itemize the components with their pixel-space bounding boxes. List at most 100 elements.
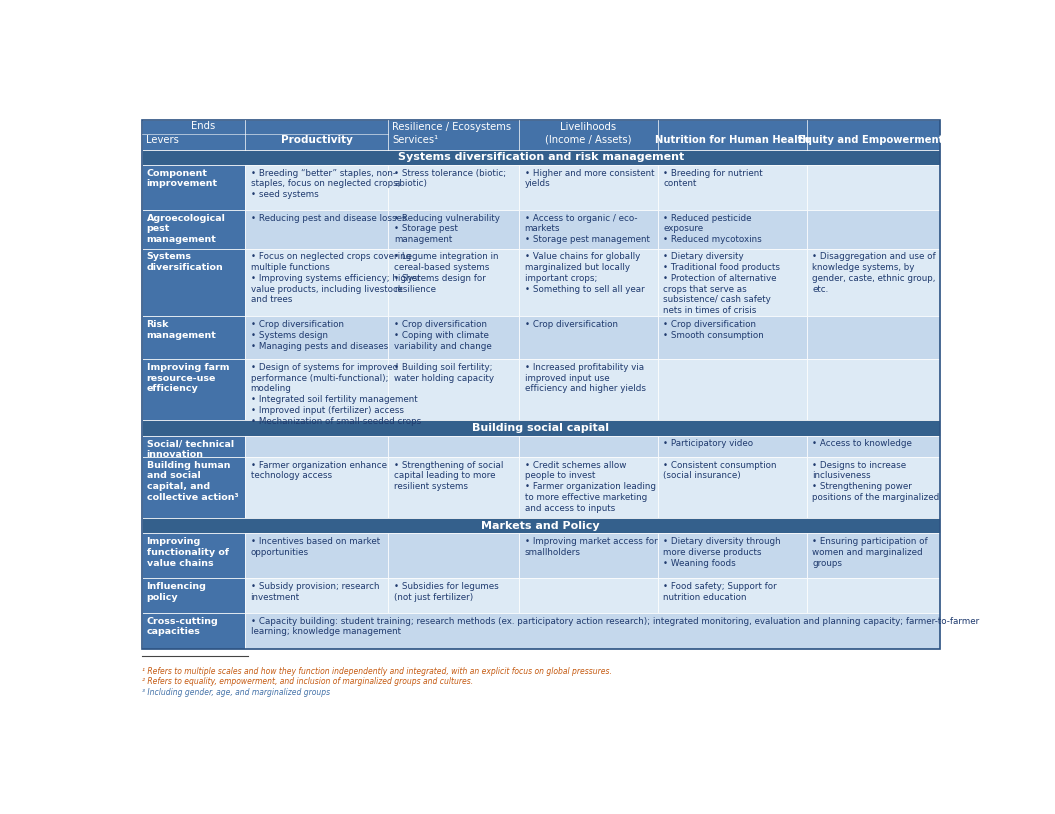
- Text: Agroecological
pest
management: Agroecological pest management: [147, 213, 226, 244]
- Bar: [657, 164, 807, 210]
- Text: • Crop diversification
• Smooth consumption: • Crop diversification • Smooth consumpt…: [664, 320, 764, 340]
- Text: • Improving market access for
smallholders: • Improving market access for smallholde…: [524, 537, 657, 557]
- Bar: [807, 579, 940, 613]
- Text: • Dietary diversity
• Traditional food products
• Protection of alternative
crop: • Dietary diversity • Traditional food p…: [664, 252, 781, 315]
- Text: • Legume integration in
cereal-based systems
• Systems design for
resilience: • Legume integration in cereal-based sys…: [395, 252, 499, 294]
- Text: • Crop diversification
• Systems design
• Managing pests and diseases: • Crop diversification • Systems design …: [251, 320, 388, 351]
- Bar: [141, 249, 245, 317]
- Bar: [519, 249, 657, 317]
- Bar: [245, 435, 388, 457]
- Text: ³ Including gender, age, and marginalized groups: ³ Including gender, age, and marginalize…: [141, 688, 330, 697]
- Bar: [141, 150, 940, 164]
- Text: • Farmer organization enhance
technology access: • Farmer organization enhance technology…: [251, 461, 386, 480]
- Bar: [141, 613, 245, 650]
- Bar: [807, 359, 940, 421]
- Bar: [519, 457, 657, 519]
- Text: ¹ Refers to multiple scales and how they function independently and integrated, : ¹ Refers to multiple scales and how they…: [141, 667, 612, 676]
- Text: ² Refers to equality, empowerment, and inclusion of marginalized groups and cult: ² Refers to equality, empowerment, and i…: [141, 677, 473, 686]
- Text: Systems diversification and risk management: Systems diversification and risk managem…: [398, 152, 684, 162]
- Bar: [657, 317, 807, 359]
- Text: • Increased profitability via
improved input use
efficiency and higher yields: • Increased profitability via improved i…: [524, 363, 646, 393]
- Text: • Capacity building: student training; research methods (ex. participatory actio: • Capacity building: student training; r…: [251, 617, 979, 637]
- Bar: [519, 359, 657, 421]
- Text: • Food safety; Support for
nutrition education: • Food safety; Support for nutrition edu…: [664, 582, 778, 602]
- Bar: [657, 435, 807, 457]
- Text: • Reducing vulnerability
• Storage pest
management: • Reducing vulnerability • Storage pest …: [395, 213, 500, 244]
- Bar: [245, 457, 388, 519]
- Bar: [519, 164, 657, 210]
- Text: Cross-cutting
capacities: Cross-cutting capacities: [147, 617, 218, 637]
- Bar: [388, 359, 519, 421]
- Text: • Subsidies for legumes
(not just fertilizer): • Subsidies for legumes (not just fertil…: [395, 582, 499, 602]
- Bar: [245, 533, 388, 579]
- Text: • Design of systems for improved
performance (multi-functional);
modeling
• Inte: • Design of systems for improved perform…: [251, 363, 421, 426]
- Bar: [141, 533, 245, 579]
- Bar: [141, 120, 940, 650]
- Text: Social/ technical
innovation: Social/ technical innovation: [147, 440, 234, 459]
- Text: • Strengthening of social
capital leading to more
resilient systems: • Strengthening of social capital leadin…: [395, 461, 503, 491]
- Bar: [519, 435, 657, 457]
- Bar: [141, 164, 245, 210]
- Text: Risk
management: Risk management: [147, 320, 216, 340]
- Bar: [388, 317, 519, 359]
- Text: Influencing
policy: Influencing policy: [147, 582, 207, 602]
- Bar: [657, 533, 807, 579]
- Text: • Focus on neglected crops covering
multiple functions
• Improving systems effic: • Focus on neglected crops covering mult…: [251, 252, 420, 304]
- Bar: [388, 533, 519, 579]
- Text: Livelihoods
(Income / Assets): Livelihoods (Income / Assets): [545, 122, 632, 145]
- Bar: [657, 359, 807, 421]
- Bar: [807, 533, 940, 579]
- Bar: [141, 579, 245, 613]
- Bar: [141, 120, 940, 150]
- Bar: [657, 457, 807, 519]
- Bar: [245, 359, 388, 421]
- Text: Productivity: Productivity: [281, 135, 352, 145]
- Bar: [388, 164, 519, 210]
- Text: Building social capital: Building social capital: [473, 423, 609, 433]
- Text: • Crop diversification
• Coping with climate
variability and change: • Crop diversification • Coping with cli…: [395, 320, 492, 351]
- Bar: [807, 457, 940, 519]
- Bar: [388, 210, 519, 249]
- Text: Ends: Ends: [191, 121, 215, 132]
- Bar: [141, 457, 245, 519]
- Text: Building human
and social
capital, and
collective action³: Building human and social capital, and c…: [147, 461, 238, 502]
- Text: • Subsidy provision; research
investment: • Subsidy provision; research investment: [251, 582, 379, 602]
- Text: • Breeding for nutrient
content: • Breeding for nutrient content: [664, 168, 763, 188]
- Text: • Reducing pest and disease losses: • Reducing pest and disease losses: [251, 213, 406, 223]
- Bar: [657, 249, 807, 317]
- Text: • Consistent consumption
(social insurance): • Consistent consumption (social insuran…: [664, 461, 776, 480]
- Bar: [141, 435, 245, 457]
- Text: Markets and Policy: Markets and Policy: [481, 521, 600, 531]
- Bar: [245, 210, 388, 249]
- Text: Nutrition for Human Health: Nutrition for Human Health: [655, 135, 809, 145]
- Text: Improving
functionality of
value chains: Improving functionality of value chains: [147, 537, 229, 567]
- Bar: [141, 210, 245, 249]
- Bar: [807, 435, 940, 457]
- Bar: [245, 579, 388, 613]
- Bar: [388, 579, 519, 613]
- Text: • Higher and more consistent
yields: • Higher and more consistent yields: [524, 168, 654, 188]
- Bar: [141, 317, 245, 359]
- Bar: [245, 164, 388, 210]
- Text: • Participatory video: • Participatory video: [664, 440, 753, 449]
- Text: Improving farm
resource-use
efficiency: Improving farm resource-use efficiency: [147, 363, 229, 393]
- Bar: [657, 579, 807, 613]
- Text: • Dietary diversity through
more diverse products
• Weaning foods: • Dietary diversity through more diverse…: [664, 537, 781, 567]
- Bar: [245, 249, 388, 317]
- Bar: [807, 317, 940, 359]
- Text: Systems
diversification: Systems diversification: [147, 252, 224, 272]
- Bar: [388, 249, 519, 317]
- Text: • Building soil fertility;
water holding capacity: • Building soil fertility; water holding…: [395, 363, 494, 383]
- Bar: [141, 359, 245, 421]
- Text: • Ensuring participation of
women and marginalized
groups: • Ensuring participation of women and ma…: [812, 537, 928, 567]
- Text: • Crop diversification: • Crop diversification: [524, 320, 617, 329]
- Bar: [519, 533, 657, 579]
- Text: • Access to knowledge: • Access to knowledge: [812, 440, 913, 449]
- Text: • Reduced pesticide
exposure
• Reduced mycotoxins: • Reduced pesticide exposure • Reduced m…: [664, 213, 762, 244]
- Bar: [245, 317, 388, 359]
- Bar: [519, 579, 657, 613]
- Text: Levers: Levers: [146, 135, 178, 145]
- Bar: [388, 457, 519, 519]
- Text: • Disaggregation and use of
knowledge systems, by
gender, caste, ethnic group,
e: • Disaggregation and use of knowledge sy…: [812, 252, 936, 294]
- Text: Component
improvement: Component improvement: [147, 168, 217, 188]
